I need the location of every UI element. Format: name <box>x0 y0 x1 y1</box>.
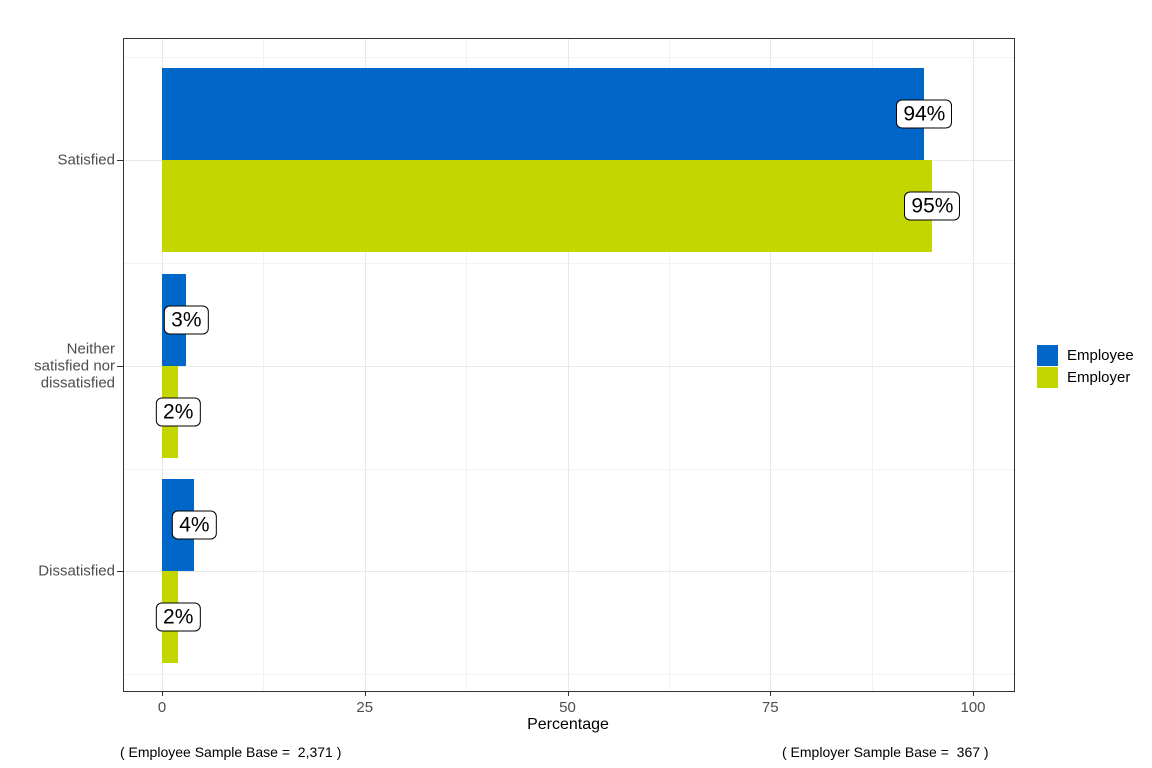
gridline-major-x-50 <box>567 39 569 691</box>
gridline-minor-y-3 <box>124 674 1014 675</box>
x-tick-100 <box>973 691 974 696</box>
gridline-minor-x-12.5 <box>263 39 265 691</box>
gridline-minor-x-87.5 <box>871 39 873 691</box>
x-tick-25 <box>364 691 366 696</box>
employee-sample-base-note: ( Employee Sample Base = 2,371 ) <box>120 744 342 760</box>
x-tick-label-50: 50 <box>559 699 576 716</box>
gridline-minor-x-62.5 <box>668 39 670 691</box>
legend-item-employer: Employer <box>1037 367 1134 388</box>
value-label-employee-neither: 3% <box>164 305 209 335</box>
gridline-minor-y-1 <box>124 263 1014 264</box>
gridline-minor-x-37.5 <box>466 39 468 691</box>
value-label-employer-satisfied: 95% <box>904 191 961 221</box>
y-tick-neither <box>117 366 123 367</box>
gridline-minor-y-2 <box>124 469 1014 470</box>
x-tick-label-75: 75 <box>761 699 779 716</box>
employer-sample-base-note: ( Employer Sample Base = 367 ) <box>782 744 989 760</box>
legend-swatch-employer <box>1037 367 1058 388</box>
value-label-employer-dissatisfied: 2% <box>156 602 201 632</box>
value-label-employee-satisfied: 94% <box>896 99 953 129</box>
x-tick-label-100: 100 <box>960 699 986 716</box>
gridline-major-y-neither <box>124 366 1014 367</box>
value-label-employee-dissatisfied: 4% <box>172 510 217 540</box>
bar-employer-satisfied <box>162 160 933 252</box>
x-tick-label-25: 25 <box>356 699 374 716</box>
legend-swatch-employee <box>1037 345 1058 366</box>
x-tick-75 <box>770 691 772 696</box>
x-tick-50 <box>567 691 569 696</box>
y-axis-label-neither: Neither satisfied nor dissatisfied <box>34 340 115 392</box>
y-tick-satisfied <box>117 160 123 161</box>
bar-employee-satisfied <box>162 68 925 160</box>
gridline-major-x-75 <box>770 39 772 691</box>
gridline-major-y-dissatisfied <box>124 571 1014 572</box>
gridline-major-x-25 <box>364 39 366 691</box>
y-axis-label-dissatisfied: Dissatisfied <box>38 562 115 580</box>
legend-label-employee: Employee <box>1067 347 1134 364</box>
legend: Employee Employer <box>1037 345 1134 389</box>
value-label-employer-neither: 2% <box>156 397 201 427</box>
y-tick-dissatisfied <box>117 571 123 572</box>
legend-label-employer: Employer <box>1067 369 1131 386</box>
plot-panel: 94% 3% 4% 95% 2% 2% <box>123 38 1015 692</box>
x-tick-label-0: 0 <box>157 699 167 716</box>
gridline-minor-y-0 <box>124 57 1014 58</box>
legend-item-employee: Employee <box>1037 345 1134 366</box>
x-axis-title: Percentage <box>527 716 609 733</box>
y-axis-label-satisfied: Satisfied <box>57 151 115 169</box>
x-tick-0 <box>162 691 163 696</box>
gridline-major-x-100 <box>973 39 974 691</box>
